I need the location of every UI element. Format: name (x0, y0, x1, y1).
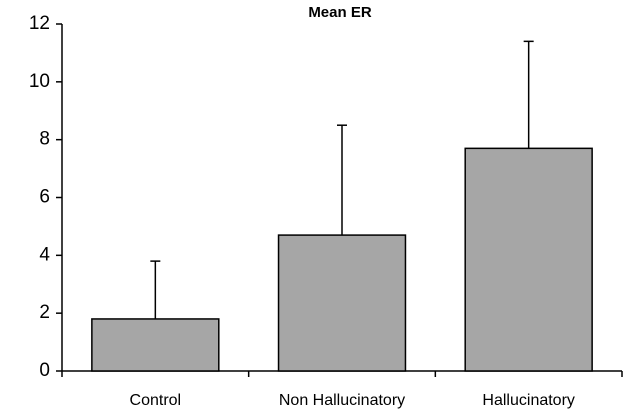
bar (91, 318, 220, 372)
y-tick-label: 4 (39, 244, 50, 265)
x-tick-label: Hallucinatory (482, 392, 574, 409)
y-tick-label: 6 (39, 187, 50, 208)
chart-title: Mean ER (308, 4, 372, 21)
y-tick-label: 12 (29, 13, 50, 34)
x-tick-label: Non Hallucinatory (279, 392, 405, 409)
y-tick-label: 2 (39, 302, 50, 323)
y-tick-label: 8 (39, 129, 50, 150)
bar (277, 234, 407, 372)
y-tick-label: 10 (29, 71, 50, 92)
y-tick-label: 0 (39, 360, 50, 381)
x-tick-label: Control (130, 392, 182, 409)
bar (464, 147, 593, 372)
